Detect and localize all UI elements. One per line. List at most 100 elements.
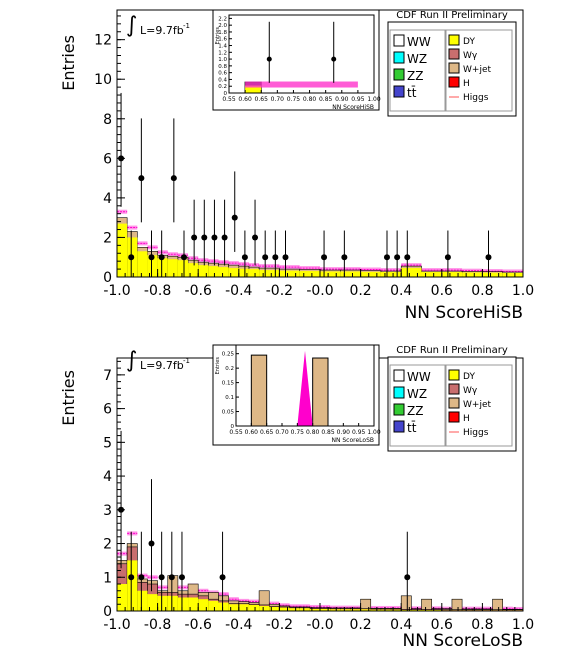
inset-x-tick-label: 0.60	[245, 429, 259, 436]
legend-label: tt̄	[407, 421, 417, 435]
x-tick-label: 0.8	[471, 283, 493, 299]
data-point	[262, 254, 269, 261]
x-tick-label: -0.8	[144, 283, 171, 299]
dy-bar	[391, 609, 402, 611]
inset-y-tick-label: 0.2	[218, 84, 227, 90]
y-tick-label: 10	[94, 72, 112, 88]
x-tick-label: 0.6	[431, 283, 453, 299]
inset: 0.55 0.60 0.65 0.70 0.75 0.80 0.85 0.90 0.95 1.00…	[212, 344, 381, 446]
signal-step	[320, 604, 331, 609]
signal-step	[188, 256, 199, 261]
legend-label: WW	[407, 35, 431, 49]
signal-step	[299, 604, 310, 609]
dy-bar	[157, 595, 168, 611]
dy-bar	[320, 608, 331, 611]
integral-symbol: ∫	[126, 13, 137, 38]
inset-y-tick-label: 1.8	[218, 30, 227, 36]
total-bar	[451, 598, 463, 612]
signal-step	[198, 588, 209, 593]
inset: 0.55 0.60 0.65 0.70 0.75 0.80 0.85 0.90 0.95 1.00…	[212, 9, 381, 111]
signal-step	[228, 597, 239, 602]
signal-step	[370, 605, 381, 610]
data-point	[394, 254, 401, 261]
inset-x-tick-label: 1.00	[367, 96, 381, 103]
legend-label: Higgs	[463, 428, 489, 438]
signal-step	[157, 250, 168, 255]
dy-bar	[167, 595, 178, 611]
dy-bar	[309, 608, 320, 611]
signal-step	[238, 598, 249, 603]
dy-bar	[157, 258, 168, 277]
data-point	[341, 254, 348, 261]
legend-label: Wγ	[463, 386, 478, 396]
signal-step	[167, 252, 178, 257]
dy-bar	[137, 590, 148, 611]
data-point	[201, 234, 208, 241]
inset-y-tick-label: 0.1	[225, 395, 234, 401]
legend-swatch	[393, 68, 405, 81]
dy-bar	[360, 271, 381, 277]
inset-x-tick-label: 0.65	[260, 429, 274, 436]
signal-step	[269, 601, 280, 606]
x-tick-label: -0.4	[225, 283, 252, 299]
signal-step	[330, 605, 341, 610]
dy-bar	[299, 271, 320, 277]
legend-label: WZ	[407, 52, 427, 66]
dy-bar	[279, 607, 290, 611]
signal-step	[208, 259, 219, 264]
x-tick-label: 0.8	[471, 617, 493, 633]
y-tick-label: 8	[103, 112, 112, 128]
signal-step	[238, 262, 249, 267]
x-tick-label: 0.6	[431, 617, 453, 633]
signal-step	[462, 606, 473, 611]
dy-bar	[218, 602, 229, 611]
dy-bar	[401, 268, 422, 277]
dy-bar	[360, 609, 371, 611]
data-point	[148, 254, 155, 261]
inset-pad	[212, 9, 380, 111]
legend-swatch	[393, 386, 405, 399]
inset-y-tick-label: 1.0	[218, 57, 227, 63]
signal-step	[127, 531, 138, 536]
inset-x-title: NN ScoreHiSB	[332, 104, 374, 111]
inset-x-tick-label: 0.55	[229, 429, 243, 436]
signal-step	[309, 604, 320, 609]
x-axis-title: NN ScoreLoSB	[403, 631, 523, 651]
inset-signal-band	[245, 81, 358, 88]
data-point	[128, 254, 135, 261]
legend-swatch	[448, 48, 460, 60]
data-point	[404, 254, 411, 261]
inset-bar-dy	[245, 85, 262, 93]
data-point	[282, 254, 289, 261]
signal-step	[177, 585, 189, 590]
dy-bar	[198, 599, 209, 611]
data-points	[118, 430, 411, 611]
dy-bar	[289, 608, 300, 611]
y-tick-label: 2	[103, 537, 112, 553]
inset-x-tick-label: 0.55	[222, 96, 236, 103]
dy-bar	[188, 263, 199, 277]
y-axis: 0 1 2 3 4 5 6 7	[103, 360, 125, 620]
signal-step	[117, 551, 128, 556]
legend-label: DY	[463, 37, 475, 47]
dy-bar	[380, 272, 402, 277]
data-point	[221, 234, 228, 241]
integral-symbol: ∫	[126, 348, 137, 373]
lumi-label: ∫ L=9.7fb -1	[126, 348, 190, 373]
x-tick-label: 0.4	[390, 617, 412, 633]
dy-bar	[380, 609, 392, 611]
legend-swatch	[393, 51, 405, 64]
signal-step	[391, 605, 402, 610]
dy-bar	[177, 260, 189, 277]
signal-step	[482, 606, 493, 611]
inset-y-tick-label: 0.4	[218, 77, 227, 83]
dy-bar	[421, 272, 442, 277]
x-tick-label: 1.0	[512, 283, 534, 299]
y-tick-label: 2	[103, 230, 112, 246]
dy-bar	[482, 272, 503, 277]
inset-data-point	[331, 56, 337, 62]
y-axis-title: Entries	[59, 35, 78, 91]
x-tick-label: -0.6	[185, 617, 212, 633]
dy-bar	[340, 271, 361, 277]
inset-x-tick-label: 0.90	[337, 429, 351, 436]
